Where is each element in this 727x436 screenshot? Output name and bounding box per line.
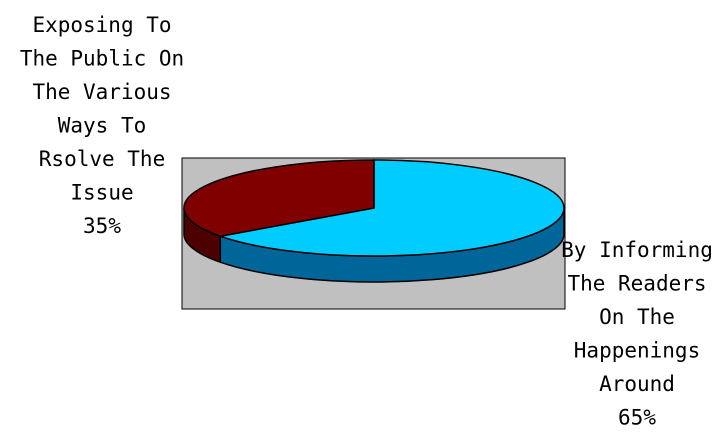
slice-label-line: By Informing — [561, 238, 713, 262]
slice-label-line: Rsolve The — [39, 147, 165, 171]
slice-percent-label: 65% — [618, 406, 656, 430]
slice-percent-label: 35% — [83, 214, 121, 238]
slice-label-line: Ways To — [58, 114, 147, 138]
slice-label-line: On The — [599, 305, 675, 329]
pie-slice — [183, 159, 375, 237]
slice-label-line: Happenings — [574, 339, 700, 363]
slice-label-line: The Various — [32, 80, 171, 104]
slice-label-line: The Public On — [20, 47, 184, 71]
slice-label-line: The Readers — [567, 272, 706, 296]
slice-label-line: Around — [599, 372, 675, 396]
pie-slice — [217, 159, 565, 257]
slice-label-line: Issue — [70, 181, 133, 205]
slice-label-line: Exposing To — [32, 13, 171, 37]
